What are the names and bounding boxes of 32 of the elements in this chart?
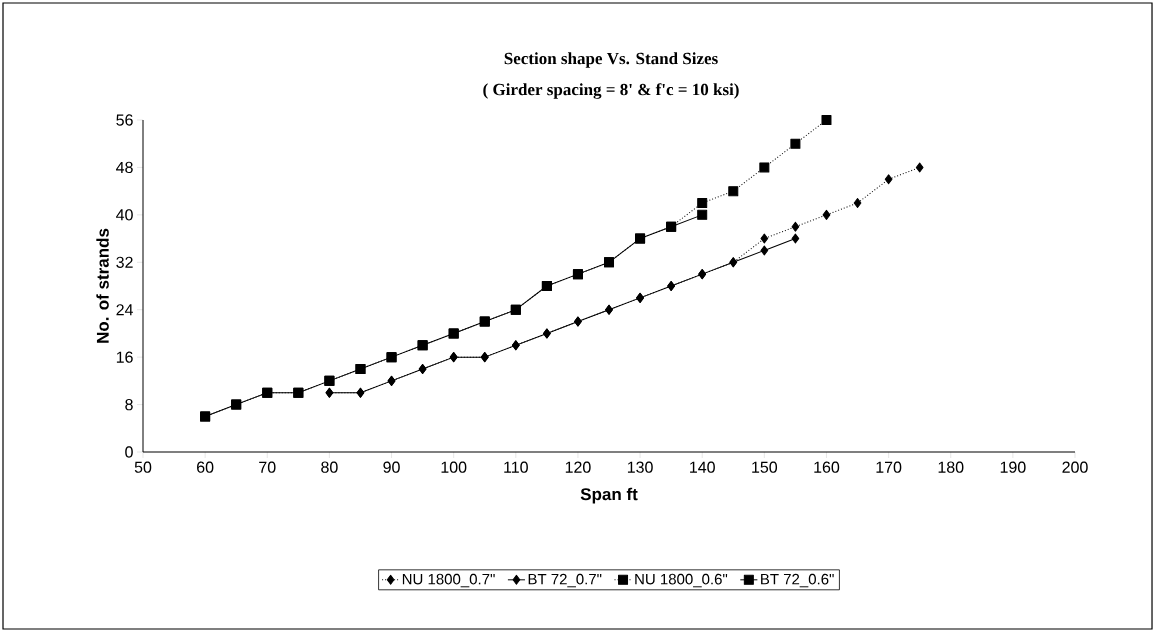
x-tick-label: 50 [134, 461, 152, 473]
y-tick-label: 48 [116, 161, 133, 174]
x-tick-label: 90 [383, 461, 400, 473]
x-tick-label: 200 [1062, 461, 1088, 473]
legend-label: BT 72_0.6" [761, 573, 834, 588]
y-tick-label: 16 [116, 351, 133, 363]
chart-subtitle: ( Girder spacing = 8' & f'c = 10 ksi) [483, 83, 739, 99]
x-tick-label: 190 [1000, 461, 1026, 473]
y-tick-label: 24 [116, 304, 133, 316]
x-tick-label: 180 [938, 461, 964, 473]
x-tick-label: 130 [627, 461, 653, 473]
y-tick-label: 0 [125, 446, 133, 458]
y-tick-label: 32 [116, 256, 133, 268]
legend-label: NU 1800_0.6" [635, 573, 728, 588]
x-axis-title: Span ft [580, 487, 638, 504]
x-tick-label: 80 [321, 461, 338, 473]
chart-title: Section shape Vs. Stand Sizes [504, 52, 718, 68]
legend-label: NU 1800_0.7" [402, 573, 495, 588]
x-tick-label: 60 [197, 461, 214, 473]
y-axis-title: No. of strands [96, 228, 109, 343]
legend-label: BT 72_0.7" [528, 573, 602, 588]
x-tick-label: 150 [752, 461, 778, 473]
x-tick-label: 140 [690, 461, 715, 473]
x-tick-label: 100 [441, 461, 467, 473]
y-tick-label: 8 [125, 398, 133, 411]
x-tick-label: 120 [565, 461, 591, 473]
x-tick-label: 70 [259, 461, 276, 473]
x-tick-label: 110 [504, 461, 528, 473]
y-tick-label: 40 [116, 209, 133, 221]
y-tick-label: 56 [116, 114, 133, 126]
x-tick-label: 170 [876, 461, 902, 473]
x-tick-label: 160 [814, 461, 840, 473]
